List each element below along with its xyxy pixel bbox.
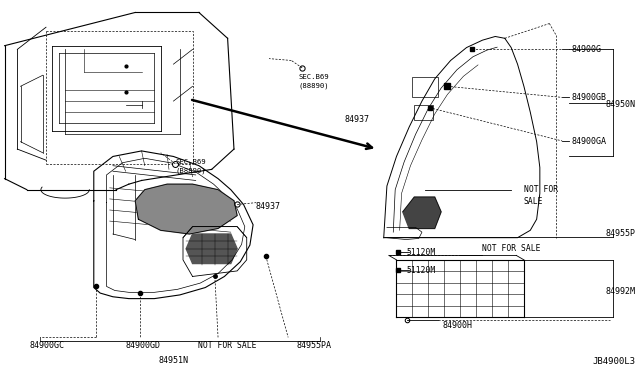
- Text: (88890): (88890): [298, 82, 329, 89]
- Text: 51120M: 51120M: [406, 266, 435, 275]
- Text: (B8890): (B8890): [176, 167, 207, 174]
- Text: 84937: 84937: [344, 115, 369, 124]
- Text: 84900GA: 84900GA: [572, 137, 607, 146]
- Text: 84992M: 84992M: [605, 287, 636, 296]
- Text: 84900GD: 84900GD: [125, 341, 161, 350]
- Text: SALE: SALE: [524, 197, 543, 206]
- Text: 84900G: 84900G: [572, 45, 602, 54]
- Text: 84955P: 84955P: [605, 230, 636, 238]
- Text: NOT FOR SALE: NOT FOR SALE: [198, 341, 257, 350]
- Polygon shape: [186, 234, 237, 263]
- Text: 84951N: 84951N: [159, 356, 188, 365]
- Text: 84950N: 84950N: [605, 100, 636, 109]
- Text: NOT FOR SALE: NOT FOR SALE: [483, 244, 541, 253]
- Text: 84900GC: 84900GC: [30, 341, 65, 350]
- Text: 51120M: 51120M: [406, 248, 435, 257]
- Text: SEC.B69: SEC.B69: [176, 159, 207, 165]
- Text: 84955PA: 84955PA: [296, 341, 331, 350]
- Text: 84900GB: 84900GB: [572, 93, 607, 102]
- Polygon shape: [135, 184, 237, 234]
- Text: SEC.B69: SEC.B69: [298, 74, 329, 80]
- Text: JB4900L3: JB4900L3: [593, 357, 636, 366]
- Text: 84937: 84937: [255, 202, 280, 211]
- Text: 84900H: 84900H: [442, 321, 472, 330]
- Text: NOT FOR: NOT FOR: [524, 185, 558, 194]
- Polygon shape: [403, 197, 441, 228]
